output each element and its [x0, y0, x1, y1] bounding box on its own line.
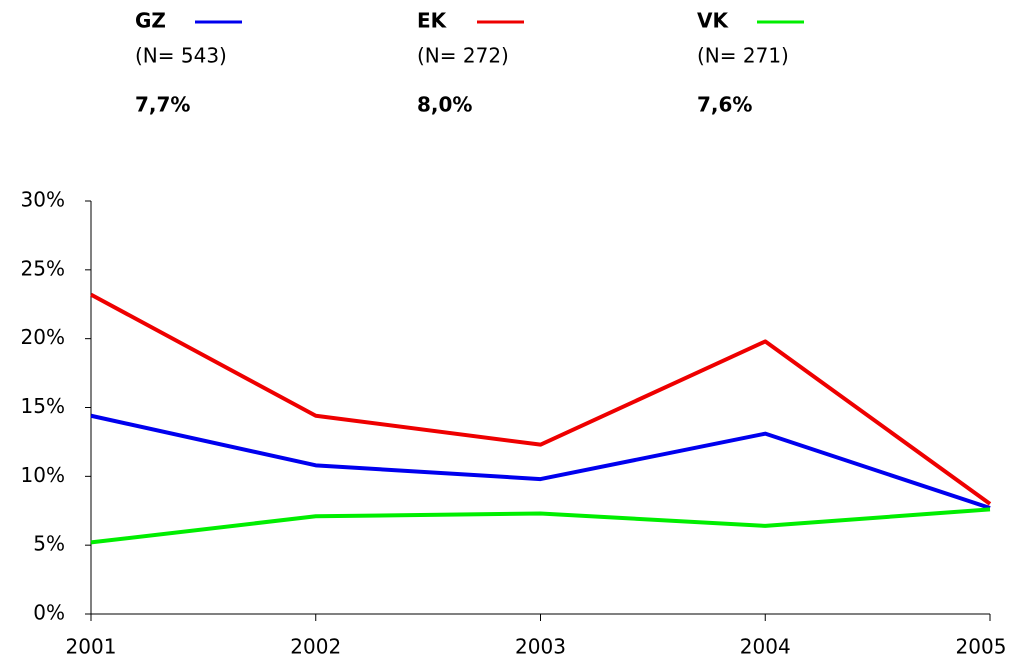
y-tick-label: 5%	[33, 532, 65, 556]
legend-label: GZ	[135, 9, 166, 33]
x-tick-label: 2002	[290, 635, 341, 659]
legend-label: EK	[417, 9, 448, 33]
x-tick-label: 2001	[66, 635, 117, 659]
legend-value: 7,7%	[135, 93, 190, 117]
legend-value: 8,0%	[417, 93, 472, 117]
y-tick-label: 30%	[21, 188, 65, 212]
series-line	[90, 507, 991, 545]
x-tick-label: 2003	[515, 635, 566, 659]
x-tick-label: 2005	[956, 635, 1007, 659]
y-tick-label: 20%	[21, 325, 65, 349]
legend-label: VK	[697, 9, 729, 33]
legend-value: 7,6%	[697, 93, 752, 117]
legend-n: (N= 271)	[697, 44, 789, 68]
y-tick-label: 25%	[21, 256, 65, 280]
series-line	[90, 413, 991, 510]
x-tick-label: 2004	[740, 635, 791, 659]
legend-n: (N= 543)	[135, 44, 227, 68]
series-line	[90, 292, 992, 506]
legend-n: (N= 272)	[417, 44, 509, 68]
y-tick-label: 0%	[33, 601, 65, 625]
y-tick-label: 15%	[21, 394, 65, 418]
y-tick-label: 10%	[21, 463, 65, 487]
